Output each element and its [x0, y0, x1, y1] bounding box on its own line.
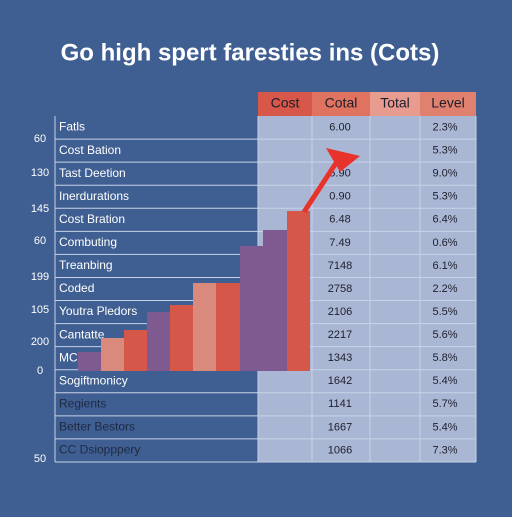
cell-value: 1667	[328, 421, 352, 433]
left-label: 105	[31, 304, 49, 316]
row-label: Treanbing	[59, 258, 113, 272]
row-label: Tast Deetion	[59, 166, 126, 180]
arrow-head	[326, 148, 360, 172]
cell-level: 7.3%	[432, 444, 457, 456]
cell-value: 1141	[328, 398, 352, 410]
cell-level: 5.7%	[432, 398, 457, 410]
cell-level: 5.5%	[432, 306, 457, 318]
left-label: 145	[31, 203, 49, 215]
cell-value: 7148	[328, 260, 352, 272]
bar-shape	[170, 305, 193, 371]
bar-shape	[124, 330, 147, 371]
cell-level: 2.3%	[432, 121, 457, 133]
cell-value: 7.49	[329, 237, 350, 249]
row-label: Combuting	[59, 235, 117, 249]
left-label: 199	[31, 271, 49, 283]
bar-shape	[147, 312, 170, 371]
cell-level: 5.4%	[432, 375, 457, 387]
cell-value: 1343	[328, 352, 352, 364]
bar-shape	[78, 352, 101, 371]
left-label: 200	[31, 336, 49, 348]
bar-shape	[216, 283, 240, 371]
row-label: Coded	[59, 281, 94, 295]
cell-value: 1066	[328, 444, 352, 456]
cell-level: 2.2%	[432, 283, 457, 295]
row-label: MC	[59, 350, 78, 364]
row-label: Youtra Pledors	[59, 304, 137, 318]
header-cell	[420, 92, 476, 116]
left-label: 0	[37, 365, 43, 377]
cell-level: 0.6%	[432, 237, 457, 249]
row-label: Cost Bation	[59, 143, 121, 157]
row-label: Sogiftmonicy	[59, 373, 128, 387]
decorative-bars	[78, 211, 310, 371]
left-label: 130	[31, 167, 49, 179]
cell-value: 5.90	[329, 168, 350, 180]
cell-value: 0.90	[329, 191, 350, 203]
left-label: 60	[34, 133, 46, 145]
cell-level: 6.4%	[432, 214, 457, 226]
row-label: Cost Bration	[59, 212, 125, 226]
column-header: Level	[431, 95, 464, 111]
arrow	[301, 158, 341, 214]
bar-shape	[101, 338, 124, 371]
cell-level: 6.1%	[432, 260, 457, 272]
left-label: 50	[34, 453, 46, 465]
row-label: Regients	[59, 397, 106, 411]
row-label: Inerdurations	[59, 189, 129, 203]
column-header: Cotal	[325, 95, 358, 111]
bar-shape	[263, 230, 287, 371]
cell-value: 2758	[328, 283, 352, 295]
cell-value: 1642	[328, 375, 352, 387]
header-cell	[370, 92, 420, 116]
cell-level: 5.3%	[432, 191, 457, 203]
header-cell	[258, 92, 312, 116]
cell-level: 5.6%	[432, 329, 457, 341]
bar-shape	[193, 283, 216, 371]
column-header: Total	[380, 95, 410, 111]
cell-level: 5.8%	[432, 352, 457, 364]
header-cell	[312, 92, 370, 116]
cell-value: 2217	[328, 329, 352, 341]
row-label: CC Dsiopppery	[59, 443, 140, 457]
cell-level: 5.3%	[432, 145, 457, 157]
bar-shape	[240, 246, 263, 371]
cell-value: 6.00	[329, 121, 350, 133]
bar-shape	[287, 211, 310, 371]
cell-level: 5.4%	[432, 421, 457, 433]
row-label: Better Bestors	[59, 420, 135, 434]
cell-value: 6.48	[329, 214, 350, 226]
row-label: Cantatte	[59, 327, 105, 341]
row-label: Fatls	[59, 120, 85, 134]
column-header: Cost	[271, 95, 300, 111]
left-label: 60	[34, 235, 46, 247]
title: Go high spert faresties ins (Cots)	[61, 39, 440, 66]
cell-level: 9.0%	[432, 168, 457, 180]
cell-value: 2106	[328, 306, 352, 318]
